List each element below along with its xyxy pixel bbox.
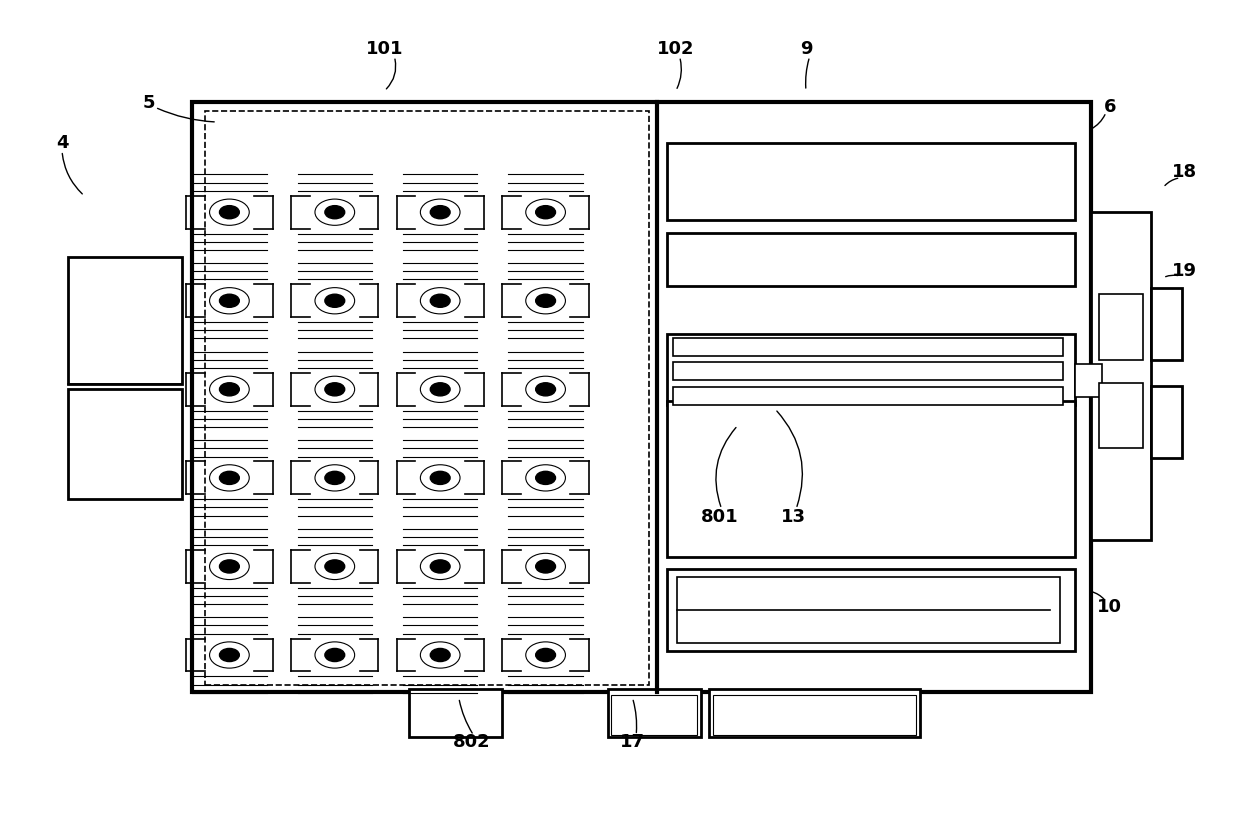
- Bar: [611, 695, 697, 735]
- Bar: [1075, 364, 1102, 397]
- Circle shape: [430, 383, 450, 396]
- Text: 801: 801: [701, 507, 738, 525]
- Bar: [667, 233, 1075, 287]
- Bar: [667, 334, 1075, 405]
- Bar: [713, 695, 916, 735]
- Circle shape: [536, 295, 556, 308]
- Circle shape: [325, 472, 345, 485]
- Bar: [677, 577, 1060, 643]
- Bar: [709, 690, 920, 737]
- Text: 10: 10: [1097, 597, 1122, 615]
- Text: 13: 13: [781, 507, 806, 525]
- Text: 802: 802: [453, 732, 490, 750]
- Circle shape: [219, 560, 239, 573]
- Bar: [1091, 213, 1151, 541]
- Circle shape: [325, 206, 345, 219]
- Text: 19: 19: [1172, 261, 1197, 279]
- Circle shape: [325, 649, 345, 662]
- Text: 4: 4: [56, 134, 68, 152]
- Bar: [667, 401, 1075, 557]
- Text: 9: 9: [800, 40, 812, 58]
- Circle shape: [430, 560, 450, 573]
- Bar: [667, 569, 1075, 651]
- Bar: [608, 690, 701, 737]
- Circle shape: [325, 295, 345, 308]
- Bar: [1151, 387, 1182, 459]
- Text: 102: 102: [657, 40, 694, 58]
- Text: 101: 101: [366, 40, 403, 58]
- Bar: [1151, 288, 1182, 360]
- Bar: [205, 112, 649, 686]
- Bar: [673, 338, 1063, 356]
- Circle shape: [325, 383, 345, 396]
- Circle shape: [430, 295, 450, 308]
- Circle shape: [536, 649, 556, 662]
- Circle shape: [536, 383, 556, 396]
- Circle shape: [219, 649, 239, 662]
- Bar: [1099, 295, 1143, 360]
- Circle shape: [536, 560, 556, 573]
- Circle shape: [536, 472, 556, 485]
- Circle shape: [219, 383, 239, 396]
- Text: 5: 5: [143, 93, 155, 111]
- Bar: [192, 102, 1091, 692]
- Circle shape: [219, 472, 239, 485]
- Bar: [409, 690, 502, 737]
- Bar: [667, 143, 1075, 221]
- Text: 18: 18: [1172, 163, 1197, 181]
- Bar: [68, 389, 182, 500]
- Bar: [68, 258, 182, 385]
- Bar: [673, 387, 1063, 405]
- Circle shape: [325, 560, 345, 573]
- Circle shape: [430, 649, 450, 662]
- Bar: [673, 363, 1063, 381]
- Circle shape: [536, 206, 556, 219]
- Circle shape: [430, 472, 450, 485]
- Circle shape: [219, 206, 239, 219]
- Circle shape: [430, 206, 450, 219]
- Text: 17: 17: [620, 732, 645, 750]
- Text: 6: 6: [1104, 97, 1116, 115]
- Circle shape: [219, 295, 239, 308]
- Bar: [1099, 383, 1143, 449]
